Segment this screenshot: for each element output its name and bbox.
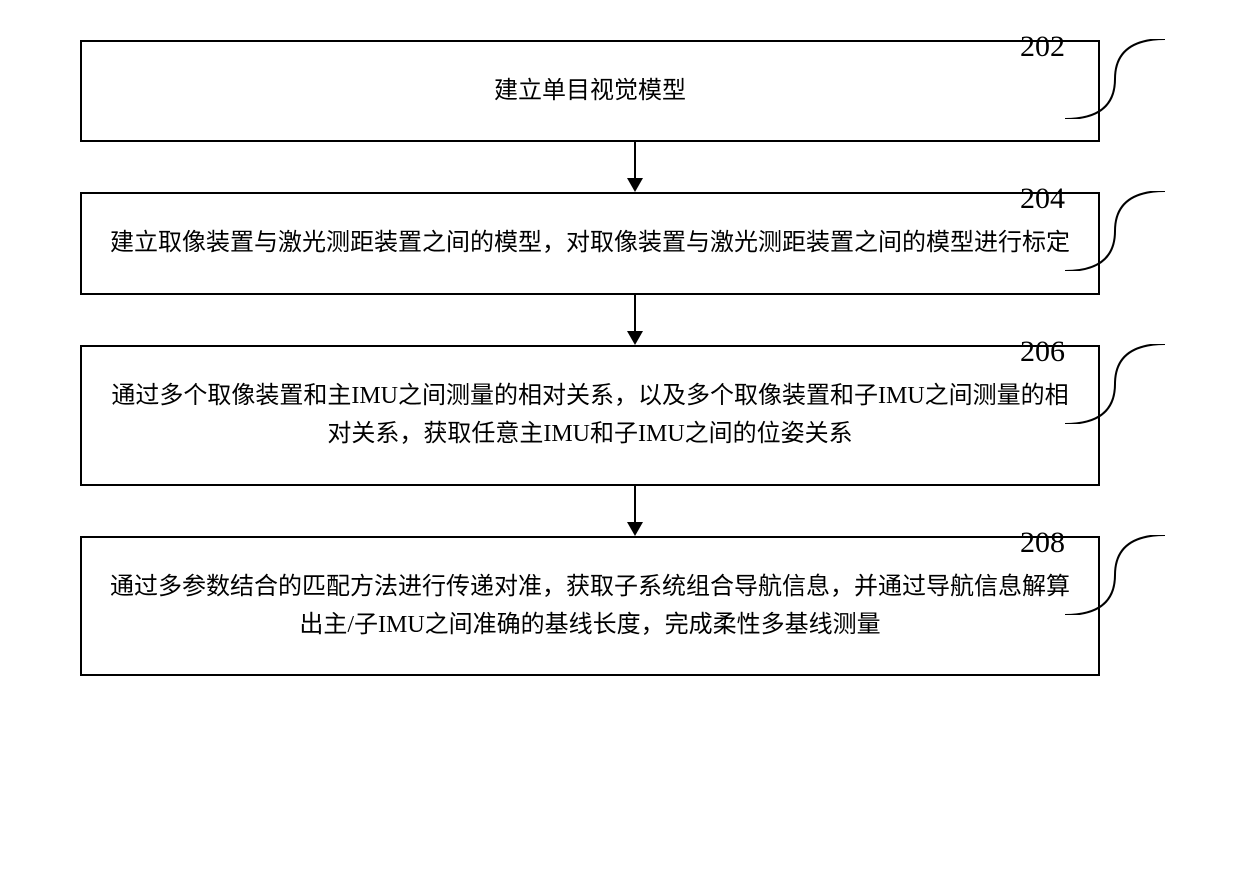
flowchart-container: 建立单目视觉模型 202 建立取像装置与激光测距装置之间的模型，对取像装置与激光…: [50, 40, 1190, 676]
step-2-number: 204: [1020, 182, 1065, 216]
step-4-box: 通过多参数结合的匹配方法进行传递对准，获取子系统组合导航信息，并通过导航信息解算…: [80, 536, 1100, 677]
step-4-text: 通过多参数结合的匹配方法进行传递对准，获取子系统组合导航信息，并通过导航信息解算…: [110, 574, 1070, 638]
step-3-number: 206: [1020, 335, 1065, 369]
step-3-container: 通过多个取像装置和主IMU之间测量的相对关系，以及多个取像装置和子IMU之间测量…: [50, 345, 1190, 486]
step-1-label: 202: [1020, 30, 1170, 119]
arrow-line-icon: [634, 142, 636, 182]
step-4-container: 通过多参数结合的匹配方法进行传递对准，获取子系统组合导航信息，并通过导航信息解算…: [50, 536, 1190, 677]
bracket-icon: [1065, 344, 1165, 424]
arrow-3: [125, 486, 1145, 536]
step-3-box: 通过多个取像装置和主IMU之间测量的相对关系，以及多个取像装置和子IMU之间测量…: [80, 345, 1100, 486]
arrow-2: [125, 295, 1145, 345]
arrow-head-icon: [627, 522, 643, 536]
arrow-line-icon: [634, 295, 636, 335]
step-1-number: 202: [1020, 30, 1065, 64]
arrow-head-icon: [627, 331, 643, 345]
step-3-text: 通过多个取像装置和主IMU之间测量的相对关系，以及多个取像装置和子IMU之间测量…: [111, 383, 1068, 447]
step-4-label: 208: [1020, 526, 1170, 615]
bracket-icon: [1065, 39, 1165, 119]
step-1-box: 建立单目视觉模型: [80, 40, 1100, 142]
step-2-label: 204: [1020, 182, 1170, 271]
arrow-head-icon: [627, 178, 643, 192]
arrow-line-icon: [634, 486, 636, 526]
step-3-label: 206: [1020, 335, 1170, 424]
step-2-text: 建立取像装置与激光测距装置之间的模型，对取像装置与激光测距装置之间的模型进行标定: [110, 230, 1070, 256]
step-4-number: 208: [1020, 526, 1065, 560]
step-1-text: 建立单目视觉模型: [494, 72, 686, 110]
bracket-icon: [1065, 191, 1165, 271]
bracket-icon: [1065, 535, 1165, 615]
step-1-container: 建立单目视觉模型 202: [50, 40, 1190, 142]
arrow-1: [125, 142, 1145, 192]
step-2-box: 建立取像装置与激光测距装置之间的模型，对取像装置与激光测距装置之间的模型进行标定: [80, 192, 1100, 294]
step-2-container: 建立取像装置与激光测距装置之间的模型，对取像装置与激光测距装置之间的模型进行标定…: [50, 192, 1190, 294]
